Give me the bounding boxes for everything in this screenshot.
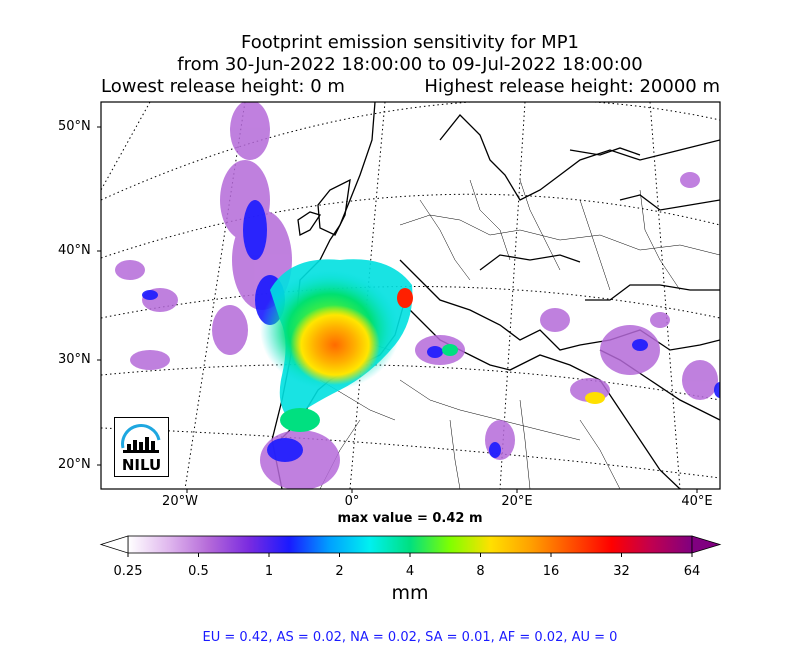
lat-label: 30°N: [58, 352, 91, 367]
colorbar-tick-label: 16: [542, 564, 560, 579]
lowest-release-height: Lowest release height: 0 m: [101, 76, 345, 97]
lon-label: 20°W: [162, 494, 198, 509]
lat-label: 20°N: [58, 457, 91, 472]
colorbar-tick-label: 4: [405, 564, 415, 579]
lon-label: 40°E: [681, 494, 713, 509]
colorbar-extend-min: [99, 535, 129, 554]
lat-label: 40°N: [58, 243, 91, 258]
colorbar-unit: mm: [391, 582, 429, 604]
colorbar-tick-label: 1: [264, 564, 274, 579]
colorbar-gradient: [127, 535, 693, 554]
colorbar-tick-label: 8: [476, 564, 485, 579]
emission-sensitivity-field: [115, 102, 720, 489]
map-frame: [100, 101, 721, 490]
highest-release-height: Highest release height: 20000 m: [424, 76, 720, 97]
colorbar-extend-max: [691, 535, 722, 554]
lon-label: 0°: [344, 494, 360, 509]
colorbar-tick-label: 2: [335, 564, 344, 579]
title-line-1: Footprint emission sensitivity for MP1: [240, 32, 579, 53]
colorbar-tick-label: 32: [613, 564, 630, 579]
nilu-logo: NILU: [114, 417, 169, 477]
max-value-label: max value = 0.42 m: [337, 511, 483, 526]
lat-label: 50°N: [58, 119, 91, 134]
colorbar-tick-label: 0.25: [113, 564, 143, 579]
colorbar: [99, 535, 722, 557]
regional-values: EU = 0.42, AS = 0.02, NA = 0.02, SA = 0.…: [202, 630, 618, 645]
logo-text: NILU: [121, 456, 162, 474]
colorbar-tick-label: 0.5: [188, 564, 209, 579]
title-line-2: from 30-Jun-2022 18:00:00 to 09-Jul-2022…: [177, 54, 643, 75]
colorbar-tick-label: 64: [683, 564, 701, 579]
lon-label: 20°E: [501, 494, 533, 509]
